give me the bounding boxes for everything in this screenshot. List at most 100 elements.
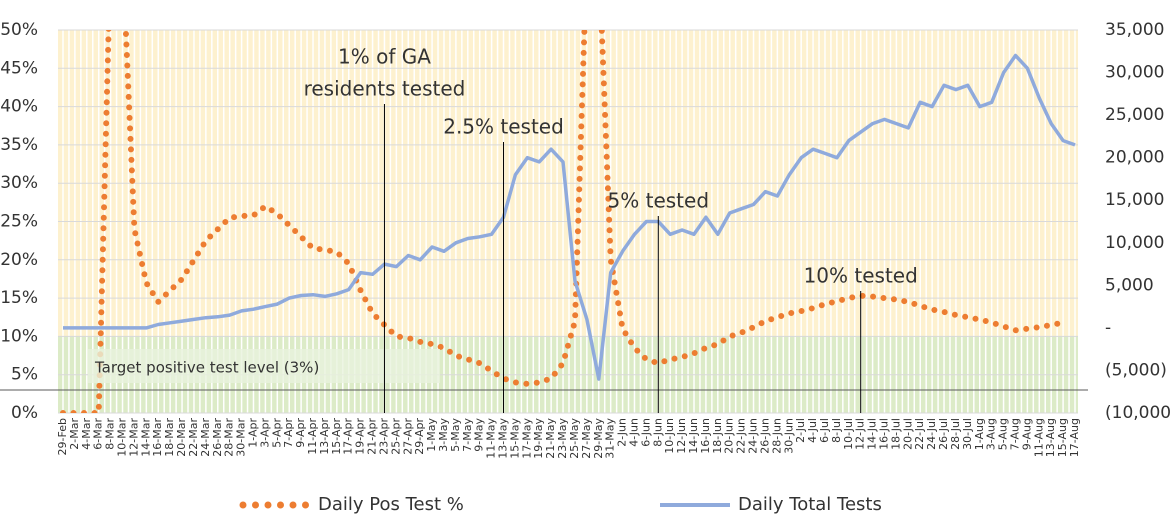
x-tick-label: 16-Jun (699, 418, 712, 454)
y2-tick-label: 20,000 (1105, 148, 1164, 168)
y-tick-label: 30% (0, 173, 38, 193)
x-tick-label: 14-Jun (687, 418, 700, 454)
annotation: 5% tested (608, 189, 710, 213)
x-tick-label: 9-Apr (294, 418, 307, 448)
y2-tick-label: (5,000) (1105, 360, 1167, 380)
x-tick-label: 26-Mar (211, 418, 224, 457)
x-tick-label: 25-May (568, 418, 581, 459)
x-tick-label: 22-Mar (187, 418, 200, 457)
y-tick-label: 20% (0, 250, 38, 270)
y-tick-label: 10% (0, 326, 38, 346)
x-tick-label: 14-Mar (139, 418, 152, 457)
x-tick-label: 3-May (437, 418, 450, 452)
x-tick-label: 15-May (508, 418, 521, 459)
x-tick-label: 30-Jun (782, 418, 795, 454)
x-tick-label: 26-Jul (937, 418, 950, 450)
y-tick-label: 0% (11, 403, 38, 423)
x-tick-label: 16-Mar (151, 418, 164, 457)
x-tick-label: 12-Jun (675, 418, 688, 454)
x-tick-label: 11-Aug (1032, 418, 1045, 457)
x-tick-label: 3-Aug (985, 418, 998, 450)
x-tick-label: 22-Jun (735, 418, 748, 454)
x-tick-label: 2-Jul (794, 418, 807, 443)
annotation: 10% tested (804, 264, 918, 288)
x-tick-label: 26-Jun (758, 418, 771, 454)
series-line (60, 30, 1067, 413)
x-tick-label: 18-Mar (163, 418, 176, 457)
x-tick-label: 14-Jul (866, 418, 879, 450)
x-tick-label: 10-Jul (842, 418, 855, 450)
x-tick-label: 8-Jun (651, 418, 664, 447)
x-tick-label: 7-Aug (1008, 418, 1021, 450)
x-tick-label: 1-May (425, 418, 438, 452)
y2-tick-label: (10,000) (1105, 403, 1170, 423)
x-tick-label: 13-Apr (318, 418, 331, 455)
x-tick-label: 13-Aug (1044, 418, 1057, 457)
target-label-box (88, 349, 440, 383)
x-tick-label: 6-Jul (818, 418, 831, 443)
annotation: 1% of GA (338, 45, 431, 69)
x-tick-label: 15-Apr (330, 418, 343, 455)
x-tick-label: 27-May (580, 418, 593, 459)
y2-tick-label: 10,000 (1105, 233, 1164, 253)
x-tick-label: 7-Apr (282, 418, 295, 448)
x-tick-label: 20-Jul (901, 418, 914, 450)
y-tick-label: 50% (0, 20, 38, 40)
legend-label: Daily Pos Test % (318, 494, 464, 515)
x-tick-label: 22-Jul (913, 418, 926, 450)
x-tick-label: 13-May (497, 418, 510, 459)
x-tick-label: 2-Jun (616, 418, 629, 447)
y-tick-label: 25% (0, 212, 38, 232)
x-tick-label: 10-Jun (663, 418, 676, 454)
x-tick-label: 12-Mar (127, 418, 140, 457)
x-tick-label: 28-Jun (770, 418, 783, 454)
y-tick-label: 40% (0, 97, 38, 117)
x-tick-label: 6-Jun (639, 418, 652, 447)
x-tick-label: 28-Mar (223, 418, 236, 457)
x-tick-label: 10-Mar (116, 418, 129, 457)
x-tick-label: 31-May (604, 418, 617, 459)
x-tick-label: 23-May (556, 418, 569, 459)
annotation: residents tested (304, 77, 466, 101)
x-tick-label: 15-Aug (1056, 418, 1069, 457)
x-tick-label: 21-May (544, 418, 557, 459)
x-tick-label: 25-Apr (389, 418, 402, 455)
x-tick-label: 8-Jul (830, 418, 843, 443)
x-tick-label: 6-Mar (92, 418, 105, 450)
x-tick-label: 4-Mar (80, 418, 93, 450)
y-tick-label: 15% (0, 288, 38, 308)
x-tick-label: 12-Jul (854, 418, 867, 450)
x-tick-label: 11-May (485, 418, 498, 459)
x-tick-label: 27-Apr (401, 418, 414, 455)
x-tick-label: 5-May (449, 418, 462, 452)
y-tick-label: 45% (0, 58, 38, 78)
y2-tick-label: 35,000 (1105, 20, 1164, 40)
x-tick-label: 29-May (592, 418, 605, 459)
y2-tick-label: 15,000 (1105, 190, 1164, 210)
x-tick-label: 30-Jul (961, 418, 974, 450)
x-tick-label: 16-Jul (878, 418, 891, 450)
x-tick-label: 17-Aug (1068, 418, 1081, 457)
x-tick-label: 4-Jun (627, 418, 640, 447)
y2-tick-label: 30,000 (1105, 63, 1164, 83)
plot (60, 30, 1076, 413)
x-tick-label: 23-Apr (377, 418, 390, 455)
x-tick-label: 18-Jul (889, 418, 902, 450)
x-tick-label: 9-Aug (1020, 418, 1033, 450)
x-tick-label: 20-Jun (723, 418, 736, 454)
y-tick-label: 35% (0, 135, 38, 155)
y-tick-label: 5% (11, 365, 38, 385)
x-tick-label: 29-Feb (56, 418, 69, 455)
x-tick-label: 24-Jun (747, 418, 760, 454)
x-tick-label: 18-Jun (711, 418, 724, 454)
y2-tick-label: 5,000 (1105, 275, 1154, 295)
x-tick-label: 9-May (473, 418, 486, 452)
x-tick-label: 21-Apr (366, 418, 379, 455)
x-tick-label: 17-May (520, 418, 533, 459)
x-tick-label: 19-Apr (354, 418, 367, 455)
y2-tick-label: 25,000 (1105, 105, 1164, 125)
x-tick-label: 8-Mar (104, 418, 117, 450)
x-tick-label: 7-May (461, 418, 474, 452)
x-tick-label: 24-Jul (925, 418, 938, 450)
